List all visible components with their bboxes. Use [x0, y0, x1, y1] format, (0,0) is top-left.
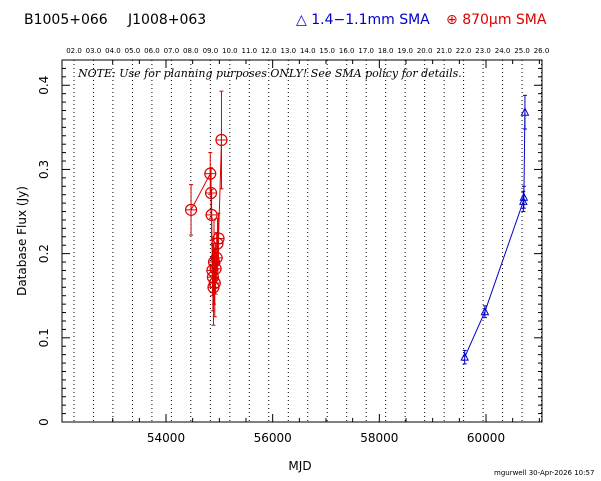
year-label: 21.0	[436, 47, 452, 55]
year-label: 16.0	[339, 47, 355, 55]
year-label: 14.0	[300, 47, 316, 55]
data-series	[184, 90, 530, 365]
legend-red-label: 870μm SMA	[462, 12, 547, 28]
year-label: 06.0	[144, 47, 160, 55]
legend-blue-label: 1.4−1.1mm SMA	[311, 12, 430, 28]
data-point-triangle	[480, 306, 490, 316]
series-line	[464, 112, 526, 358]
year-grid	[73, 60, 543, 422]
y-axis-title: Database Flux (Jy)	[15, 186, 29, 296]
data-point-triangle	[519, 196, 528, 205]
plot-frame	[61, 59, 543, 423]
year-label: 19.0	[397, 47, 413, 55]
x-tick-label: 54000	[147, 431, 185, 445]
legend-blue: △ 1.4−1.1mm SMA	[296, 12, 430, 28]
year-label: 09.0	[203, 47, 219, 55]
x-axis-ticks: 54000 56000 58000 60000	[112, 60, 540, 445]
year-label: 05.0	[125, 47, 141, 55]
year-label: 11.0	[242, 47, 258, 55]
triangle-icon: △	[296, 12, 307, 28]
y-tick-label: 0.1	[37, 328, 51, 347]
year-label: 24.0	[495, 47, 511, 55]
year-label: 02.0	[66, 47, 82, 55]
year-labels: 02.0 03.0 04.0 05.0 06.0 07.0 08.0 09.0 10.0 11.0…	[66, 47, 549, 55]
x-tick-label: 56000	[254, 431, 292, 445]
year-label: 03.0	[86, 47, 102, 55]
year-label: 26.0	[534, 47, 550, 55]
year-label: 15.0	[319, 47, 335, 55]
year-label: 08.0	[183, 47, 199, 55]
data-point-triangle	[519, 192, 529, 201]
y-tick-label: 0.3	[37, 160, 51, 179]
y-axis-ticks: 0 0.1 0.2 0.3 0.4	[37, 59, 542, 426]
year-label: 12.0	[261, 47, 277, 55]
year-label: 23.0	[475, 47, 491, 55]
data-point-triangle	[520, 107, 530, 116]
y-tick-label: 0.2	[37, 244, 51, 263]
x-axis-title: MJD	[288, 459, 311, 473]
year-label: 10.0	[222, 47, 238, 55]
legend-red: ⊕ 870μm SMA	[446, 12, 546, 28]
year-label: 17.0	[358, 47, 374, 55]
data-point-triangle	[460, 352, 469, 361]
circle-plus-icon: ⊕	[446, 12, 458, 28]
x-tick-label: 58000	[360, 431, 398, 445]
credit-line: mgurwell 30-Apr-2026 10:57	[494, 469, 595, 477]
y-tick-label: 0	[37, 418, 51, 426]
year-label: 20.0	[417, 47, 433, 55]
year-label: 25.0	[514, 47, 530, 55]
x-tick-label: 60000	[467, 431, 505, 445]
year-label: 22.0	[456, 47, 472, 55]
year-label: 18.0	[378, 47, 394, 55]
year-label: 07.0	[164, 47, 180, 55]
plot-note: NOTE: Use for planning purposes ONLY! Se…	[77, 67, 462, 80]
year-label: 13.0	[280, 47, 296, 55]
source-name: B1005+066	[24, 12, 108, 28]
alt-source-name: J1008+063	[128, 12, 207, 28]
year-label: 04.0	[105, 47, 121, 55]
y-tick-label: 0.4	[37, 76, 51, 95]
